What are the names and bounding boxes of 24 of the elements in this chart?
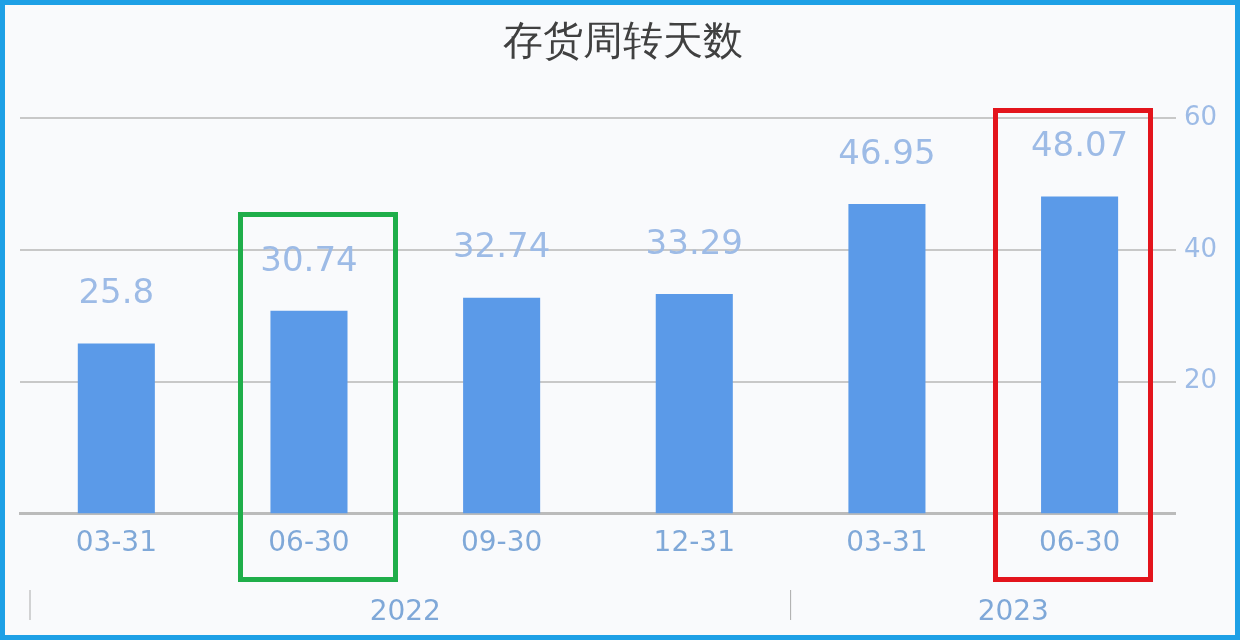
- chart-title: 存货周转天数: [502, 17, 743, 64]
- text: 2022: [369, 594, 441, 628]
- y-tick-label: 60: [1183, 100, 1218, 131]
- y-tick-label: 20: [1183, 364, 1218, 395]
- x-tick-label: 03-31: [846, 525, 928, 559]
- text: 2023: [977, 594, 1049, 628]
- x-tick-label: 12-31: [653, 525, 735, 559]
- bar: [270, 310, 348, 514]
- bar: [655, 294, 733, 514]
- bar: [463, 297, 541, 514]
- data-label: 48.07: [1030, 124, 1129, 165]
- bar: [848, 204, 926, 514]
- x-tick-label: 06-30: [1038, 525, 1121, 559]
- y-tick-label: 40: [1183, 232, 1218, 263]
- x-tick-label: 03-31: [75, 525, 158, 559]
- x-tick-label: 09-30: [460, 525, 543, 559]
- data-label: 25.8: [78, 271, 155, 312]
- data-label: 33.29: [645, 221, 743, 262]
- x-tick-label: 06-30: [268, 525, 350, 559]
- bar: [1041, 196, 1119, 514]
- bar: [77, 343, 155, 514]
- data-label: 46.95: [838, 131, 936, 172]
- data-label: 30.74: [260, 238, 358, 279]
- data-label: 32.74: [452, 225, 551, 266]
